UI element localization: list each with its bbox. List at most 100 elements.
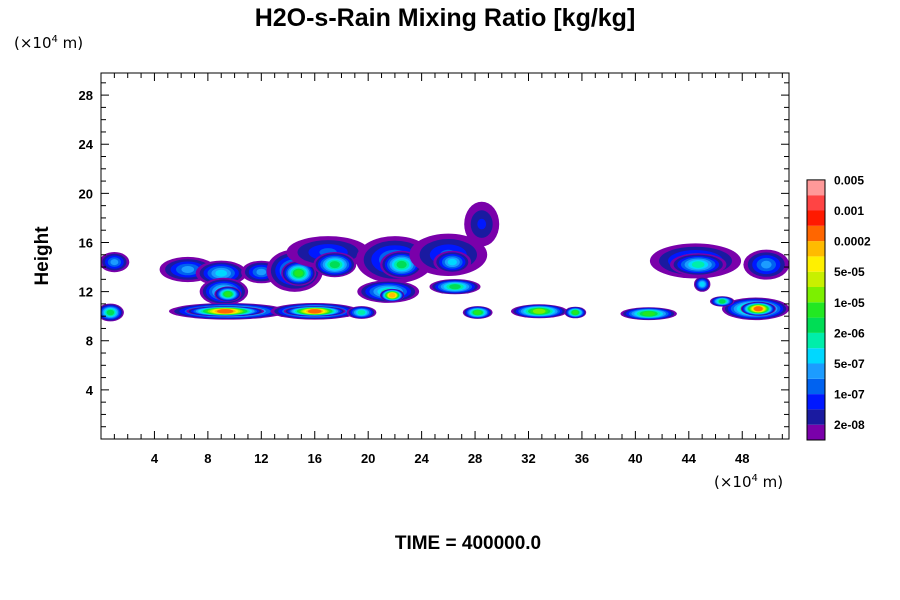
colorbar-swatch: [807, 363, 825, 379]
rain-cell: [429, 279, 481, 295]
y-axis-label: Height: [32, 226, 53, 286]
contour-level: [477, 218, 487, 230]
contour-level: [388, 292, 396, 298]
contour-level: [691, 261, 705, 268]
x-axis-unit-suffix: m): [758, 473, 783, 491]
x-tick-label: 28: [468, 451, 482, 466]
y-tick-label: 4: [86, 383, 94, 398]
rain-cell: [670, 253, 727, 276]
contour-level: [699, 281, 705, 287]
x-tick-label: 40: [628, 451, 642, 466]
contour-level: [256, 268, 267, 276]
y-tick-label: 24: [79, 137, 94, 152]
rain-cell: [743, 249, 789, 280]
y-axis-unit-exponent: 4: [52, 34, 58, 45]
rain-cell: [313, 252, 357, 278]
x-axis-unit: (×104 m): [714, 473, 783, 491]
y-axis-unit-prefix: (×10: [14, 34, 52, 52]
x-tick-label: 36: [575, 451, 589, 466]
plot-frame: [100, 72, 790, 440]
contour-level: [215, 269, 227, 277]
contour-level: [357, 310, 366, 315]
rain-cell: [380, 250, 424, 279]
colorbar-swatch: [807, 332, 825, 349]
contour-level: [329, 261, 340, 269]
rain-cell: [281, 260, 317, 286]
colorbar-label: 2e-08: [834, 418, 865, 432]
colorbar-label: 5e-05: [834, 265, 865, 279]
colorbar-swatch: [807, 409, 825, 425]
contour-level: [449, 284, 461, 290]
rain-cell: [462, 306, 493, 319]
y-axis-unit-suffix: m): [58, 34, 83, 52]
rain-cell: [710, 296, 735, 307]
colorbar-swatch: [807, 241, 825, 257]
colorbar-swatch: [807, 302, 825, 318]
colorbar-swatch: [807, 424, 825, 440]
plot-area: [101, 201, 789, 322]
rain-cell: [564, 306, 587, 319]
rain-cell: [380, 288, 405, 302]
rain-cell: [214, 286, 242, 302]
rain-cell: [186, 306, 265, 317]
rain-cell: [101, 303, 124, 322]
y-tick-label: 20: [79, 186, 93, 201]
colorbar-swatch: [807, 378, 825, 395]
colorbar-label: 0.001: [834, 204, 864, 218]
x-tick-label: 4: [151, 451, 159, 466]
colorbar-swatch: [807, 348, 825, 364]
colorbar-swatch: [807, 179, 825, 196]
x-tick-label: 16: [308, 451, 322, 466]
colorbar-label: 1e-05: [834, 296, 865, 310]
x-tick-label: 44: [682, 451, 697, 466]
x-axis: 4 8 12 16 20 24 28 32 36 40 44 48: [113, 73, 783, 466]
colorbar-swatch: [807, 271, 825, 287]
colorbar-swatch: [807, 195, 825, 211]
x-tick-label: 48: [735, 451, 749, 466]
y-tick-label: 16: [79, 235, 93, 250]
colorbar-frame: [806, 179, 826, 441]
colorbar-label: 1e-07: [834, 388, 865, 402]
contour-level: [224, 291, 232, 297]
colorbar-swatch: [807, 394, 825, 410]
contour-level: [447, 258, 457, 266]
x-tick-label: 32: [521, 451, 535, 466]
colorbar-label: 5e-07: [834, 357, 865, 371]
x-axis-unit-prefix: (×10: [714, 473, 752, 491]
rain-cell: [511, 304, 568, 319]
y-tick-label: 8: [86, 334, 93, 349]
rain-cell: [195, 260, 247, 286]
contour-level: [307, 309, 322, 314]
contour-level: [532, 308, 546, 314]
time-label: TIME = 400000.0: [395, 533, 541, 554]
contour-level: [753, 306, 763, 312]
contour-layer: [101, 201, 789, 322]
contour-level: [642, 311, 655, 317]
colorbar-swatch: [807, 225, 825, 242]
x-tick-label: 12: [254, 451, 268, 466]
contour-level: [473, 310, 482, 315]
y-axis: 4 8 12 16 20 24 28: [79, 82, 789, 428]
x-tick-label: 24: [414, 451, 429, 466]
contour-level: [718, 299, 726, 304]
y-tick-label: 28: [79, 88, 93, 103]
contour-level: [110, 259, 119, 266]
colorbar-label: 2e-06: [834, 326, 865, 340]
rain-cell: [740, 301, 776, 316]
contour-level: [396, 260, 407, 269]
rain-cell: [101, 252, 130, 273]
x-axis-unit-exponent: 4: [752, 473, 758, 484]
colorbar-swatch: [807, 317, 825, 333]
rain-cell: [620, 307, 677, 321]
x-tick-label: 20: [361, 451, 375, 466]
y-tick-label: 12: [79, 285, 93, 300]
rain-cell: [694, 276, 711, 292]
contour-level: [572, 310, 579, 315]
chart-title: H2O-s-Rain Mixing Ratio [kg/kg]: [255, 4, 636, 32]
colorbar-label: 0.0002: [834, 235, 871, 249]
x-tick-label: 8: [204, 451, 211, 466]
rain-cell: [433, 250, 472, 274]
rain-cell: [346, 306, 377, 319]
contour-level: [294, 269, 304, 277]
